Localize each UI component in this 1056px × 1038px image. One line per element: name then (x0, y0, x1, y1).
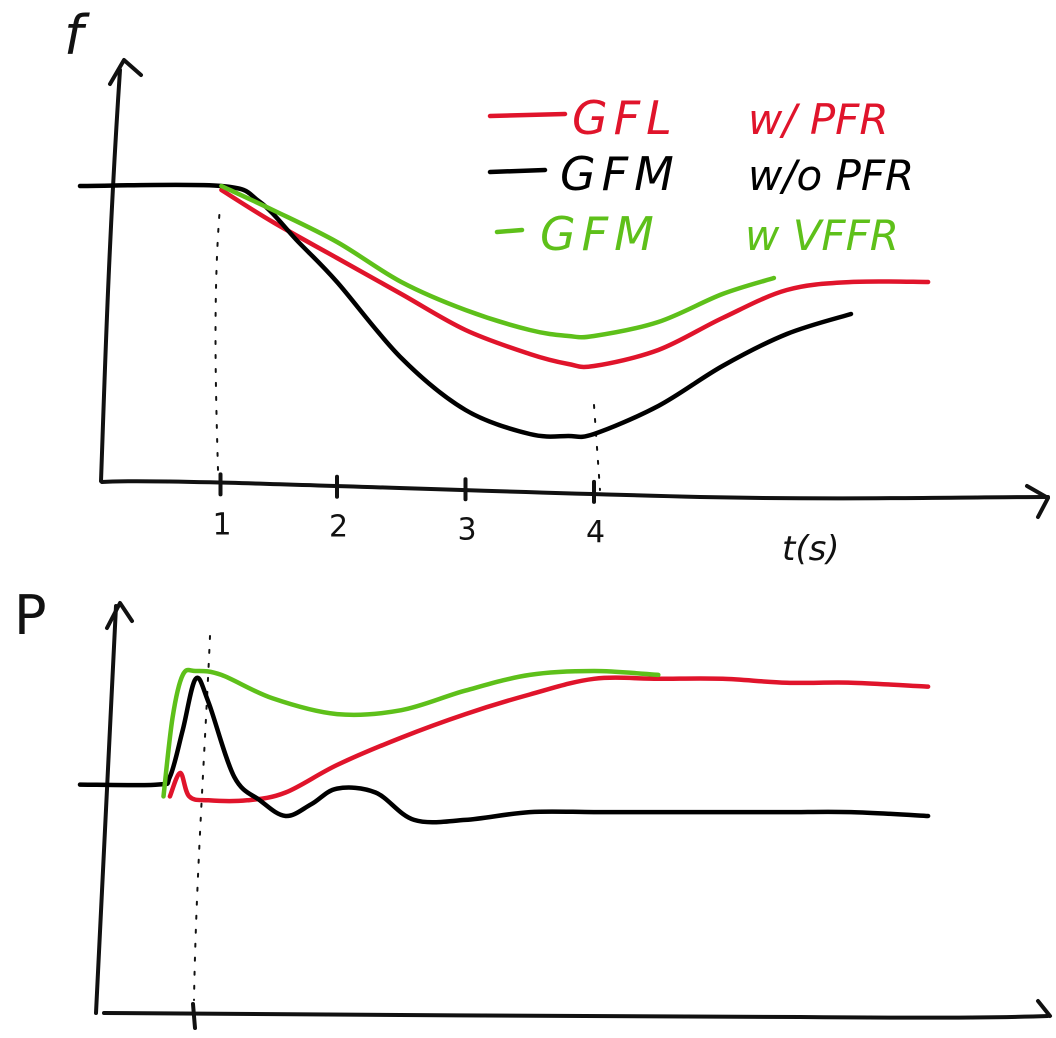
legend-label-2: GFM (540, 207, 660, 261)
legend-qualifier-1: w/o PFR (748, 151, 914, 200)
f-x-axis-label: t(s) (782, 529, 840, 569)
f-minimum-guide-line (593, 404, 601, 491)
f-x-tick-label-4: 4 (586, 515, 605, 550)
f-x-axis (100, 479, 1050, 501)
legend-qualifier-0: w/ PFR (748, 95, 889, 144)
f-series-line-0 (219, 187, 931, 370)
p-series (77, 667, 931, 825)
p-series-line-1 (77, 675, 931, 825)
f-y-axis (99, 68, 122, 483)
f-x-tick-label-3: 3 (458, 512, 477, 547)
legend: GFL w/ PFR GFM w/o PFR GFM w VFFR (487, 91, 914, 261)
p-x-tick-event (191, 1002, 197, 1030)
p-series-line-0 (167, 675, 931, 804)
p-y-axis-label: P (14, 584, 47, 647)
legend-label-1: GFM (560, 147, 680, 201)
frequency-chart: f t(s) 1 2 3 4 GFL w/ PFR GFM w/o PFR GFM w VFFR (64, 4, 1050, 569)
p-y-axis (94, 604, 118, 1015)
p-y-axis-arrowhead (105, 601, 134, 630)
f-series (77, 182, 931, 440)
f-x-tick-label-1: 1 (213, 507, 232, 542)
legend-swatch-0 (487, 111, 568, 119)
f-x-axis-arrowhead (1025, 484, 1050, 519)
f-y-axis-arrowhead (108, 58, 143, 86)
legend-label-0: GFL (572, 91, 678, 145)
p-x-axis-arrowhead (1036, 999, 1052, 1018)
f-series-line-2 (219, 183, 777, 340)
f-x-ticks: 1 2 3 4 (213, 472, 605, 550)
legend-swatch-2 (494, 227, 525, 235)
p-x-axis (102, 1011, 1050, 1020)
f-guide-lines (214, 214, 601, 491)
p-series-line-2 (161, 667, 661, 799)
power-chart: P (14, 584, 1052, 1030)
legend-qualifier-2: w VFFR (745, 211, 899, 260)
f-y-axis-label: f (64, 4, 90, 67)
f-x-tick-label-2: 2 (329, 510, 348, 545)
legend-swatch-1 (487, 167, 548, 175)
f-event-guide-line (214, 214, 221, 471)
